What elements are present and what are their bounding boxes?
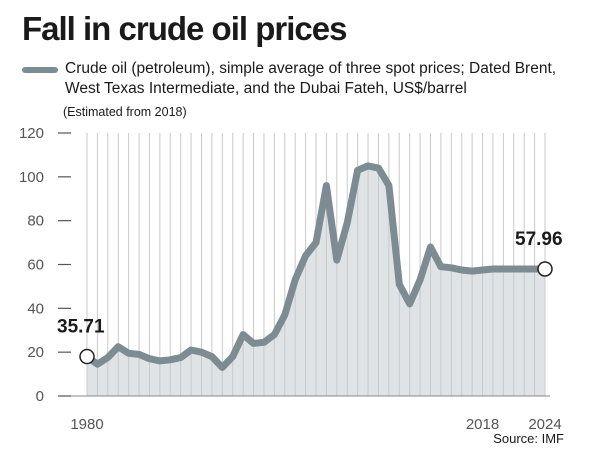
x-tick-label: 2018 — [466, 416, 499, 433]
y-tick-label: 100 — [19, 169, 44, 186]
point-marker — [79, 348, 95, 365]
y-tick-label: 40 — [27, 300, 44, 317]
y-tick-label: 0 — [36, 388, 44, 405]
legend-swatch — [22, 67, 58, 73]
data-label: 57.96 — [515, 229, 563, 250]
x-tick-label: 1980 — [70, 416, 103, 433]
y-tick-label: 120 — [19, 125, 44, 142]
estimate-note: (Estimated from 2018) — [63, 105, 187, 119]
legend-label: Crude oil (petroleum), simple average of… — [65, 60, 557, 97]
y-tick-label: 60 — [27, 257, 44, 274]
x-tick-label: 2024 — [528, 416, 561, 433]
y-tick-label: 20 — [27, 344, 44, 361]
series-line — [83, 162, 549, 371]
legend: Crude oil (petroleum), simple average of… — [22, 59, 582, 99]
point-marker — [537, 261, 553, 277]
y-tick-label: 80 — [27, 213, 44, 230]
data-label: 35.71 — [57, 317, 105, 338]
source-note: Source: IMF — [493, 431, 564, 446]
chart-title: Fall in crude oil prices — [22, 10, 347, 47]
